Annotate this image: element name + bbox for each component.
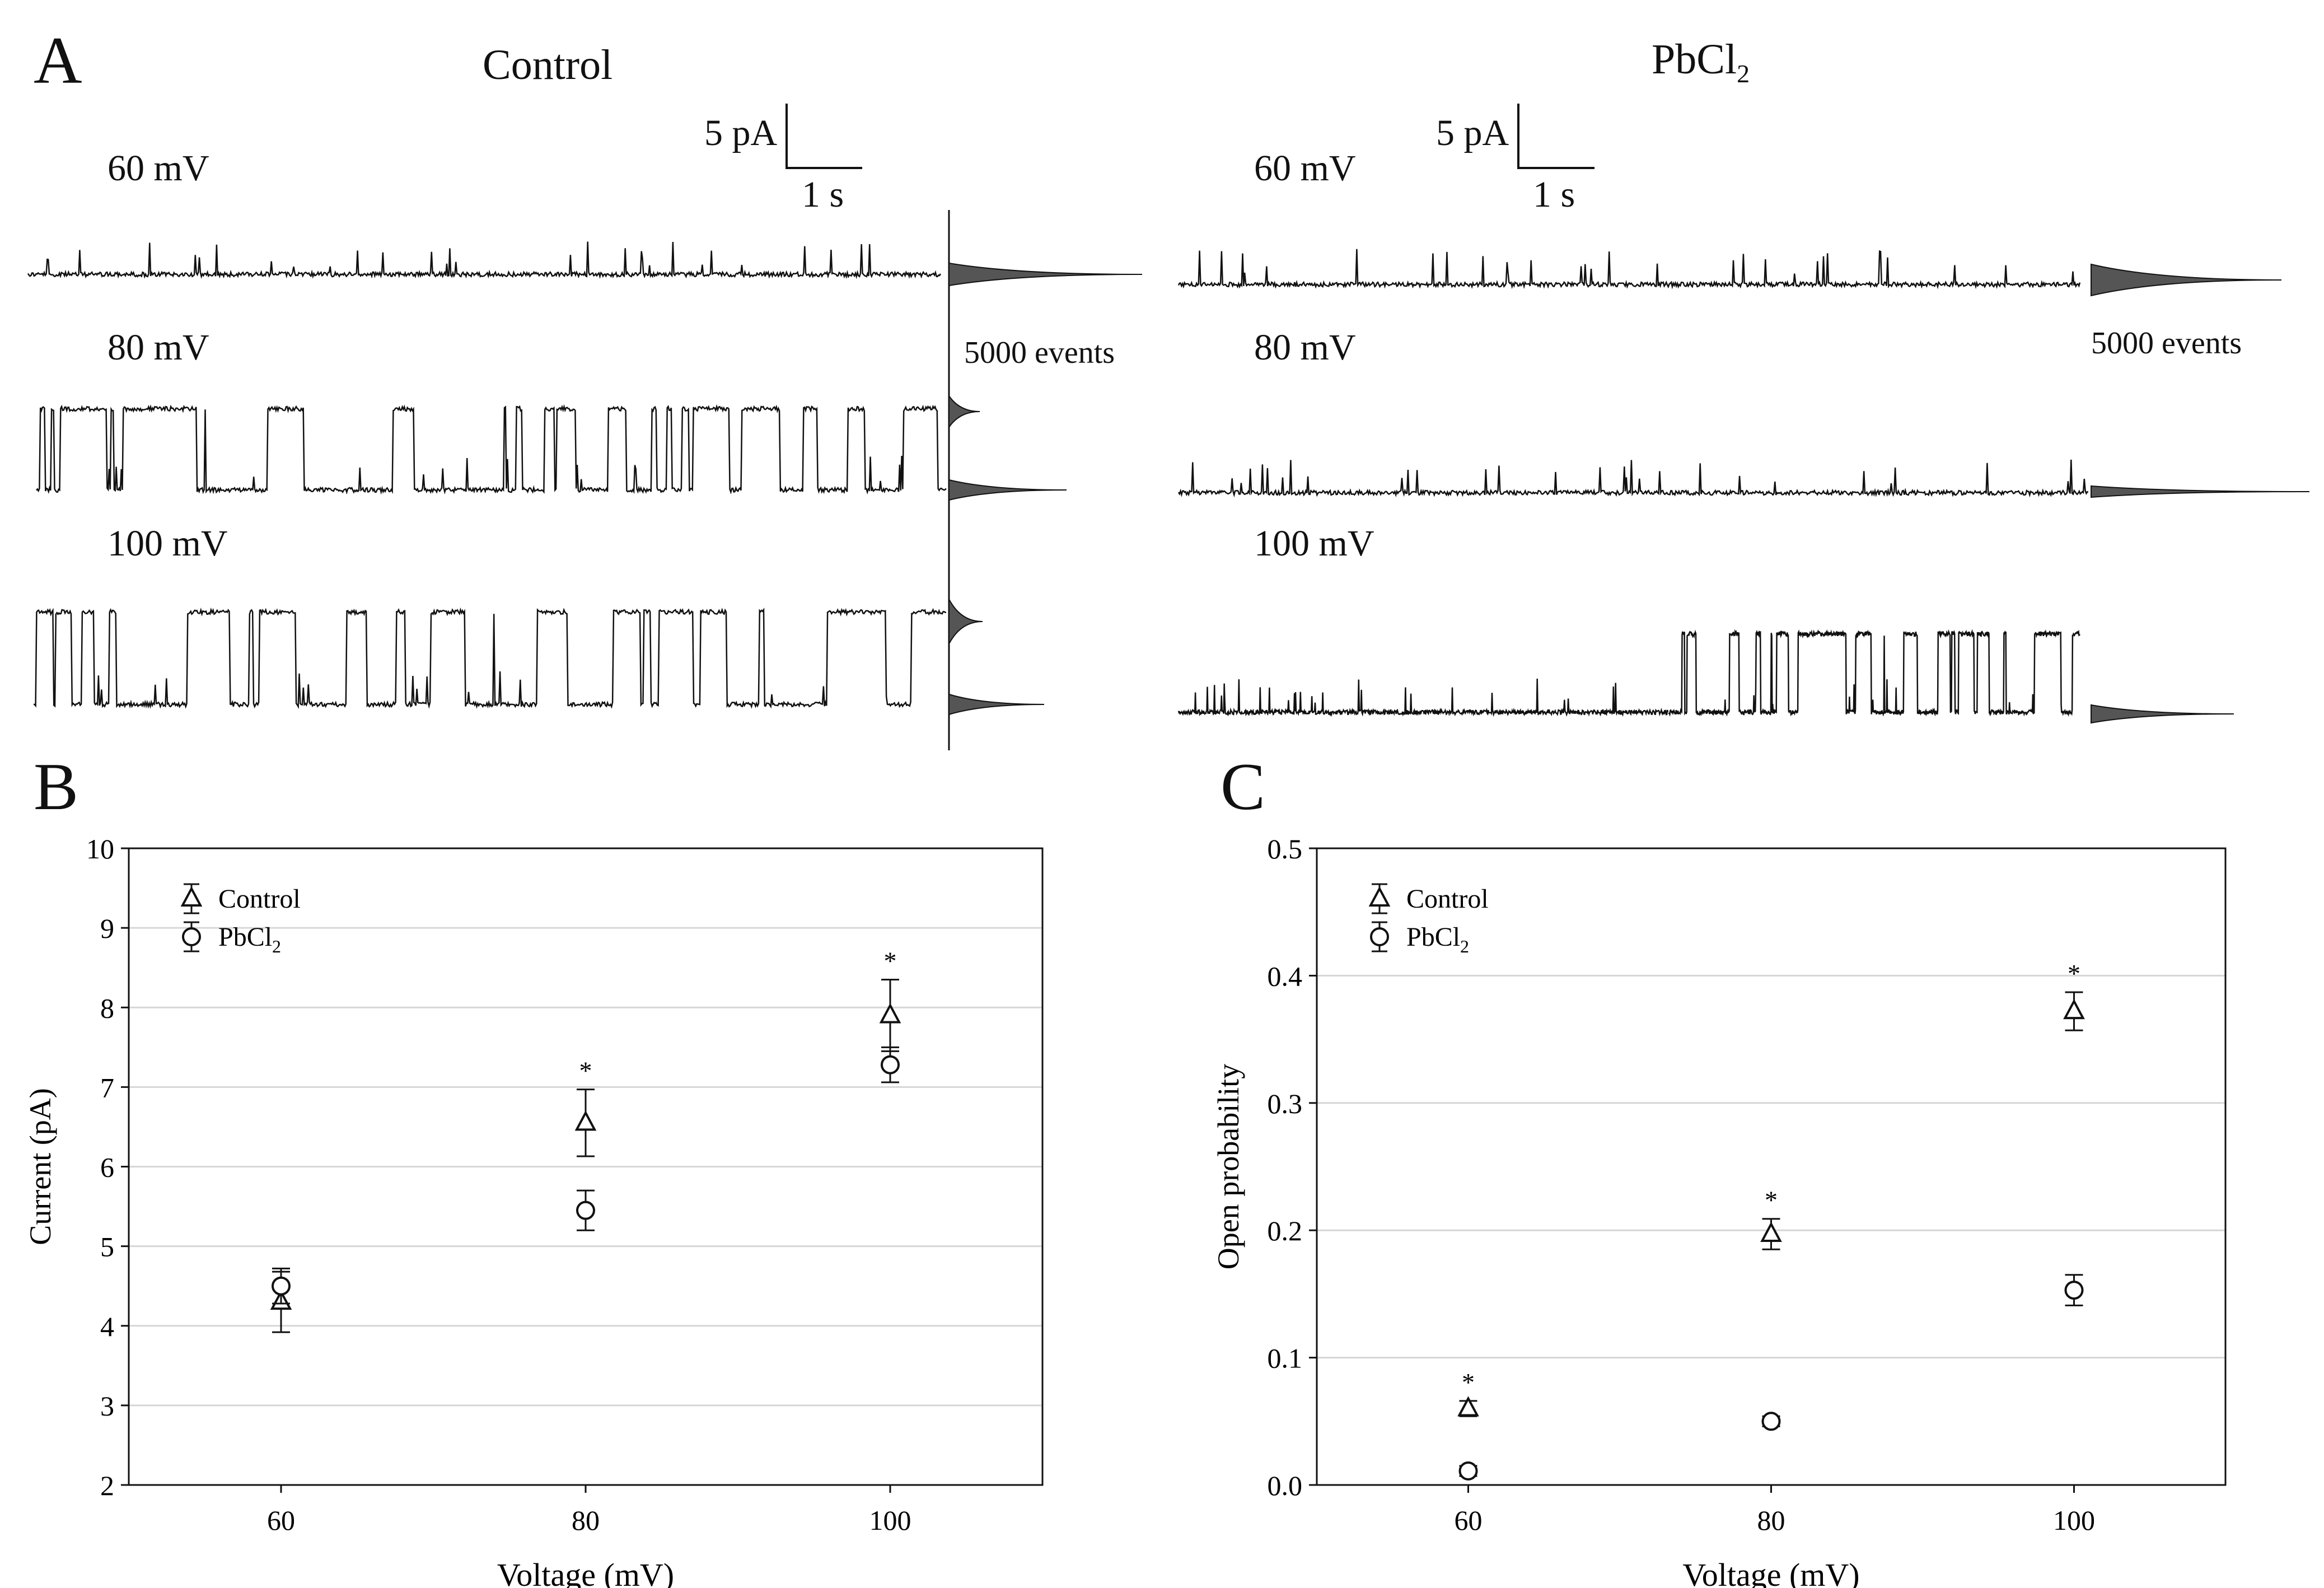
y-tick-label: 0.0: [1268, 1470, 1303, 1501]
pbcl2-histogram-label: 5000 events: [2091, 326, 2242, 361]
plot-frame: [1316, 847, 2227, 1486]
legend-label-sub: 2: [272, 936, 281, 956]
pbcl2-point: [2064, 1281, 2084, 1300]
pbcl2-scalebar-current-label: 5 pA: [1436, 113, 1509, 153]
pbcl2-voltage-100: 100 mV: [1254, 523, 1374, 564]
significance-marker: *: [1765, 1186, 1778, 1215]
y-tick-label: 0.2: [1268, 1215, 1303, 1246]
x-tick-label: 80: [1757, 1505, 1785, 1536]
pbcl2-histogram-60: [2091, 263, 2282, 297]
panel-c-label: C: [1221, 749, 1266, 824]
control-point: [1457, 1396, 1479, 1417]
panel-a-label: A: [34, 23, 82, 97]
y-tick-label: 9: [100, 913, 114, 944]
significance-marker: *: [2068, 959, 2080, 988]
control-title: Control: [483, 41, 613, 88]
pbcl2-trace-60: [1177, 249, 2081, 289]
y-tick-label: 2: [100, 1470, 114, 1501]
legend-label: PbCl2: [1406, 922, 1469, 956]
pbcl2-point: [1761, 1412, 1781, 1431]
control-histogram-80-open: [948, 394, 980, 429]
control-trace-60: [27, 241, 942, 279]
y-tick-label: 3: [100, 1390, 114, 1422]
pbcl2-histogram-80: [2091, 485, 2310, 498]
pbcl2-scale-bar: [1517, 104, 1594, 169]
pbcl2-histogram-100: [2091, 704, 2234, 724]
pbcl2-point: [1458, 1461, 1478, 1480]
pbcl2-title: PbCl2: [1652, 38, 1750, 87]
y-tick-label: 0.3: [1268, 1088, 1303, 1119]
control-scale-bar: [785, 104, 862, 169]
pbcl2-voltage-80: 80 mV: [1254, 327, 1356, 368]
x-axis-label: Voltage (mV): [1682, 1557, 1859, 1588]
control-histogram-100-closed: [948, 693, 1045, 716]
significance-marker: *: [884, 947, 897, 975]
plot-frame: [128, 847, 1044, 1486]
legend-marker: [1370, 927, 1389, 946]
control-point: [879, 1003, 901, 1024]
pbcl2-scalebar-time-label: 1 s: [1533, 174, 1575, 215]
legend-label: Control: [218, 884, 301, 914]
control-histograms: [948, 210, 1143, 750]
x-tick-label: 80: [572, 1505, 600, 1536]
y-tick-label: 0.1: [1268, 1343, 1303, 1374]
x-tick-label: 100: [2053, 1505, 2095, 1536]
y-tick-label: 6: [100, 1152, 114, 1183]
control-voltage-100: 100 mV: [107, 523, 228, 564]
control-histogram-label: 5000 events: [964, 335, 1115, 370]
y-tick-label: 0.5: [1268, 833, 1303, 865]
y-tick-label: 7: [100, 1072, 114, 1103]
control-voltage-60: 60 mV: [107, 148, 209, 189]
legend-marker: [1368, 886, 1391, 907]
control-voltage-80: 80 mV: [107, 327, 209, 368]
x-axis-label: Voltage (mV): [497, 1557, 674, 1588]
y-tick-label: 4: [100, 1311, 114, 1342]
y-tick-label: 8: [100, 992, 114, 1024]
x-tick-label: 100: [869, 1505, 911, 1536]
significance-marker: *: [1462, 1368, 1475, 1396]
control-traces: [27, 241, 947, 709]
pbcl2-title-sub: 2: [1737, 59, 1750, 88]
x-tick-label: 60: [1455, 1505, 1483, 1536]
control-point: [2063, 998, 2085, 1020]
y-tick-label: 0.4: [1268, 960, 1303, 992]
pbcl2-traces: [1177, 249, 2089, 717]
legend-label: Control: [1406, 884, 1489, 914]
pbcl2-point: [272, 1276, 291, 1296]
panel-b-label: B: [34, 749, 79, 824]
control-trace-100: [33, 607, 947, 709]
pbcl2-trace-80: [1177, 459, 2089, 498]
pbcl2-title-main: PbCl: [1652, 36, 1737, 83]
legend-marker: [182, 927, 201, 946]
legend-label: PbCl2: [218, 922, 281, 956]
control-histogram-60: [948, 262, 1143, 287]
pbcl2-histograms: [2091, 263, 2310, 724]
pbcl2-trace-100b: [1668, 629, 2081, 717]
pbcl2-voltage-60: 60 mV: [1254, 148, 1356, 189]
control-scalebar-current-label: 5 pA: [704, 113, 778, 153]
control-point: [1760, 1221, 1782, 1243]
chart-open-probability: 0.0 0.1 0.2 0.3 0.4 0.5 60 80 100 Voltage (mV) Ope…: [1212, 833, 2227, 1588]
control-histogram-80-closed: [948, 479, 1067, 501]
chart-current: 2 3 4 5 6 7 8 9 10 60 80 100 Voltage (mV) Current (pA…: [24, 833, 1044, 1588]
pbcl2-point: [881, 1055, 900, 1075]
pbcl2-trace-100a: [1177, 678, 1669, 717]
pbcl2-point: [576, 1201, 595, 1220]
y-axis-label: Open probability: [1212, 1064, 1245, 1269]
control-scalebar-time-label: 1 s: [802, 174, 844, 215]
significance-marker: *: [579, 1057, 592, 1085]
x-tick-label: 60: [267, 1505, 295, 1536]
control-trace-80: [36, 404, 947, 495]
legend-marker: [180, 886, 203, 907]
control-point: [574, 1110, 597, 1131]
legend-label-sub: 2: [1460, 936, 1469, 956]
y-tick-label: 10: [86, 833, 114, 865]
y-axis-label: Current (pA): [24, 1088, 57, 1245]
y-tick-label: 5: [100, 1231, 114, 1263]
control-histogram-100-open: [948, 599, 983, 644]
